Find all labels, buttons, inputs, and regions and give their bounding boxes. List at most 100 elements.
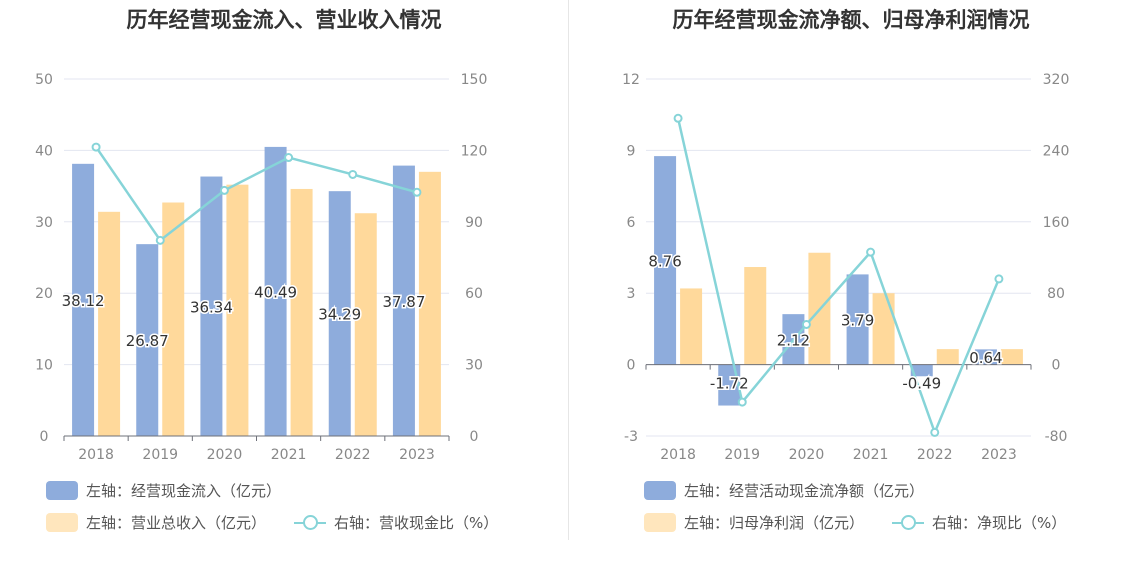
bar-2023-primary — [392, 165, 415, 436]
line-point-2018 — [91, 142, 101, 152]
line-point-2019 — [155, 235, 165, 245]
bar-2021-secondary — [872, 293, 895, 365]
legend-swatch — [46, 481, 78, 500]
y-tick-label: 20 — [35, 286, 53, 302]
x-tick-label: 2023 — [981, 447, 1017, 463]
left-legend-bar2[interactable]: 左轴：营业总收入（亿元） — [46, 512, 266, 533]
line-point-2023 — [412, 187, 422, 197]
left-chart-title: 历年经营现金流入、营业收入情况 — [126, 8, 442, 32]
data-label-2021: 40.49 — [254, 283, 297, 301]
bar-2018-secondary — [680, 288, 703, 365]
legend-label: 左轴：营业总收入（亿元） — [86, 514, 267, 532]
bar-2022-primary — [328, 191, 351, 436]
y2-tick-label: -80 — [1045, 429, 1068, 445]
bar-2020-secondary — [226, 184, 249, 436]
left-legend-line[interactable]: 右轴：营收现金比（%） — [294, 512, 498, 533]
x-tick-label: 2020 — [789, 447, 825, 463]
legend-line-swatch — [294, 513, 326, 532]
series-line — [676, 117, 1001, 436]
line-point-2020 — [801, 319, 811, 329]
x-tick-label: 2019 — [142, 447, 178, 463]
data-label-2023: 37.87 — [382, 293, 425, 311]
bar-2023-secondary — [418, 171, 441, 436]
right-legend-bar1[interactable]: 左轴：经营活动现金流净额（亿元） — [644, 480, 924, 501]
y2-tick-label: 30 — [465, 358, 483, 374]
bar-2021-primary — [264, 146, 287, 436]
right-chart-title: 历年经营现金流净额、归母净利润情况 — [672, 8, 1030, 32]
y-tick-label: 10 — [35, 358, 53, 374]
bar-2020-primary — [200, 176, 223, 436]
data-label-2020: 36.34 — [190, 298, 233, 316]
y-tick-label: 30 — [35, 215, 53, 231]
line-point-2021 — [866, 247, 876, 257]
x-tick-label: 2023 — [399, 447, 435, 463]
series-line — [95, 146, 418, 243]
y2-tick-label: 90 — [465, 215, 483, 231]
x-tick-label: 2019 — [724, 447, 760, 463]
x-tick-label: 2021 — [853, 447, 889, 463]
y-tick-label: 3 — [627, 286, 636, 302]
bar-2022-secondary — [354, 213, 377, 436]
data-label-2019: -1.72 — [710, 375, 749, 393]
line-point-2023 — [994, 274, 1004, 284]
data-label-2019: 26.87 — [126, 332, 169, 350]
right-chart-plot: -3 -80 0 0 3 80 6 160 9 240 12 320 2018 2019 2020 2021 2… — [622, 72, 1070, 463]
line-point-2018 — [673, 113, 683, 123]
bar-2019-secondary — [162, 202, 185, 436]
bar-2022-primary — [910, 364, 933, 377]
line-point-2022 — [348, 169, 358, 179]
y2-tick-label: 0 — [1052, 358, 1061, 374]
y-tick-label: 0 — [40, 429, 49, 445]
right-legend-bar2[interactable]: 左轴：归母净利润（亿元） — [644, 512, 864, 533]
left-chart-panel: 历年经营现金流入、营业收入情况 0 0 10 30 20 60 30 90 40 120 50 150… — [35, 8, 498, 533]
left-chart-plot: 0 0 10 30 20 60 30 90 40 120 50 150 2018 2019 2020 2021… — [35, 72, 488, 463]
panel-divider — [568, 0, 569, 540]
y2-tick-label: 80 — [1047, 286, 1065, 302]
data-label-2021: 3.79 — [841, 311, 874, 329]
bar-2021-primary — [846, 274, 869, 365]
x-tick-label: 2022 — [917, 447, 953, 463]
legend-label: 左轴：归母净利润（亿元） — [684, 514, 865, 532]
y-tick-label: 50 — [35, 72, 53, 88]
bar-2021-secondary — [290, 188, 313, 436]
bar-2018-primary — [72, 163, 95, 437]
y-tick-label: 40 — [35, 143, 53, 159]
y-tick-label: 9 — [627, 143, 636, 159]
legend-swatch — [644, 481, 676, 500]
x-tick-label: 2021 — [271, 447, 307, 463]
data-label-2022: -0.49 — [902, 375, 941, 393]
y2-tick-label: 150 — [461, 72, 488, 88]
x-tick-label: 2020 — [207, 447, 243, 463]
y-tick-label: 6 — [627, 215, 636, 231]
line-point-2021 — [284, 153, 294, 163]
legend-label: 左轴：经营现金流入（亿元） — [86, 482, 282, 500]
y2-tick-label: 160 — [1043, 215, 1070, 231]
y2-tick-label: 60 — [465, 286, 483, 302]
bar-2018-secondary — [98, 211, 121, 436]
bar-2023-primary — [974, 349, 997, 365]
bar-2019-primary — [718, 364, 741, 406]
legend-swatch — [46, 513, 78, 532]
line-point-2020 — [219, 185, 229, 195]
line-point-2019 — [737, 397, 747, 407]
x-tick-label: 2018 — [78, 447, 114, 463]
legend-label: 右轴：营收现金比（%） — [334, 514, 499, 532]
data-label-2022: 34.29 — [318, 306, 361, 324]
y2-tick-label: 0 — [470, 429, 479, 445]
y2-tick-label: 120 — [461, 143, 488, 159]
data-label-2018: 8.76 — [648, 252, 681, 270]
data-label-2020: 2.12 — [777, 331, 810, 349]
bar-2023-secondary — [1000, 349, 1023, 365]
bar-2018-primary — [654, 156, 677, 365]
y-tick-label: -3 — [624, 429, 638, 445]
bar-2022-secondary — [936, 349, 959, 365]
y2-tick-label: 240 — [1043, 143, 1070, 159]
y2-tick-label: 320 — [1043, 72, 1070, 88]
x-tick-label: 2018 — [660, 447, 696, 463]
left-legend-bar1[interactable]: 左轴：经营现金流入（亿元） — [46, 480, 281, 501]
legend-label: 右轴：净现比（%） — [932, 514, 1067, 532]
legend-swatch — [644, 513, 676, 532]
right-legend-line[interactable]: 右轴：净现比（%） — [892, 512, 1066, 533]
y-tick-label: 12 — [622, 72, 640, 88]
y-tick-label: 0 — [627, 358, 636, 374]
